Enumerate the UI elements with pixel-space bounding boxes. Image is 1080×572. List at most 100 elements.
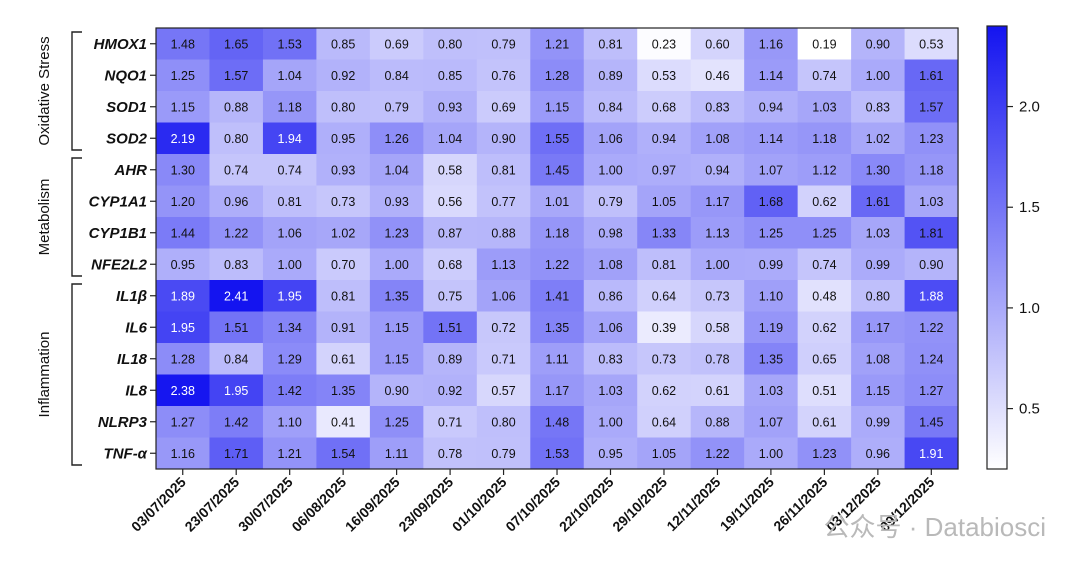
colorbar-tick-label: 1.0 [1019,300,1040,317]
cell-value-label: 0.61 [705,384,729,398]
heatmap-cell [530,154,585,186]
cell-value-label: 0.77 [491,195,515,209]
heatmap-cell [583,91,638,123]
heatmap-cell [744,91,799,123]
cell-value-label: 1.22 [545,258,569,272]
cell-value-label: 0.61 [331,352,355,366]
heatmap-cell [209,311,264,344]
heatmap-cell [851,217,905,249]
cell-value-label: 1.00 [278,258,302,272]
heatmap-cell [423,122,478,155]
heatmap-cell [316,280,371,312]
gene-row-label: IL18 [117,351,148,368]
date-column-label: 16/09/2025 [342,474,403,535]
heatmap-cell [156,406,210,438]
cell-value-label: 1.12 [812,163,836,177]
heatmap-cell [797,311,852,344]
cell-value-label: 1.28 [171,352,195,366]
heatmap-cell [744,28,799,60]
heatmap-cell [156,217,210,249]
heatmap-cell [209,343,264,375]
heatmap-cell [262,154,317,186]
heatmap-cell [690,122,745,155]
heatmap-cell [209,122,264,155]
cell-value-label: 0.46 [705,69,729,83]
cell-value-label: 0.69 [491,100,515,114]
heatmap-cell [369,248,424,281]
cell-value-label: 1.00 [759,447,783,461]
heatmap-cell [797,122,852,155]
cell-value-label: 0.83 [598,352,622,366]
cell-value-label: 0.58 [438,163,462,177]
heatmap-cell [262,280,317,312]
heatmap-cell [797,217,852,249]
cell-value-label: 1.27 [919,384,943,398]
gene-row-label: AHR [114,162,148,179]
cell-value-label: 0.83 [224,258,248,272]
heatmap-cell [316,248,371,281]
cell-value-label: 1.95 [224,384,248,398]
cell-value-label: 1.14 [759,69,783,83]
cell-value-label: 0.64 [652,289,676,303]
date-column-label: 26/11/2025 [770,474,830,534]
cell-value-label: 0.80 [224,132,248,146]
heatmap-cell [316,343,371,375]
cell-value-label: 0.92 [438,384,462,398]
heatmap-cell [690,437,745,470]
heatmap-cell [851,280,905,312]
heatmap-cell [423,437,478,470]
cell-value-label: 0.71 [491,352,515,366]
heatmap-cell [476,122,531,155]
cell-value-label: 1.55 [545,132,569,146]
cell-value-label: 0.79 [491,37,515,51]
heatmap-cell [797,406,852,438]
heatmap-cell [262,406,317,438]
cell-value-label: 1.33 [652,226,676,240]
cell-value-label: 1.00 [866,69,890,83]
heatmap-cell [583,59,638,92]
heatmap-cell [316,437,371,470]
heatmap-cell [904,280,959,312]
heatmap-cell [156,343,210,375]
heatmap-cell [851,59,905,92]
cell-value-label: 1.48 [545,415,569,429]
cell-value-label: 0.65 [812,352,836,366]
cell-value-label: 0.97 [652,163,676,177]
heatmap-cell [583,311,638,344]
heatmap-cell [262,28,317,60]
heatmap-cell [904,154,959,186]
heatmap-cell [744,122,799,155]
heatmap-cell [209,185,264,218]
cell-value-label: 0.79 [384,100,408,114]
heatmap-cell [423,91,478,123]
heatmap-cell [156,122,210,155]
cell-value-label: 1.08 [598,258,622,272]
cell-value-label: 1.04 [278,69,302,83]
cell-value-label: 1.03 [598,384,622,398]
cell-value-label: 1.35 [759,352,783,366]
heatmap-cell [904,406,959,438]
cell-value-label: 0.91 [331,321,355,335]
cell-value-label: 1.95 [278,289,302,303]
heatmap-cell [637,280,692,312]
heatmap-cell [209,28,264,60]
cell-value-label: 1.53 [278,37,302,51]
heatmap-cell [583,28,638,60]
heatmap-cell [637,374,692,407]
heatmap-cell [369,437,424,470]
cell-value-label: 0.92 [331,69,355,83]
cell-value-label: 1.42 [278,384,302,398]
cell-value-label: 0.19 [812,37,836,51]
cell-value-label: 1.44 [171,226,195,240]
heatmap-cell [797,185,852,218]
heatmap-cell [423,280,478,312]
cell-value-label: 0.95 [171,258,195,272]
cell-value-label: 0.90 [866,37,890,51]
cell-value-label: 0.81 [331,289,355,303]
heatmap-cell [262,59,317,92]
heatmap-cell [583,217,638,249]
heatmap-cell [797,91,852,123]
heatmap-cell [423,185,478,218]
heatmap-cell [156,280,210,312]
heatmap-cell [797,28,852,60]
